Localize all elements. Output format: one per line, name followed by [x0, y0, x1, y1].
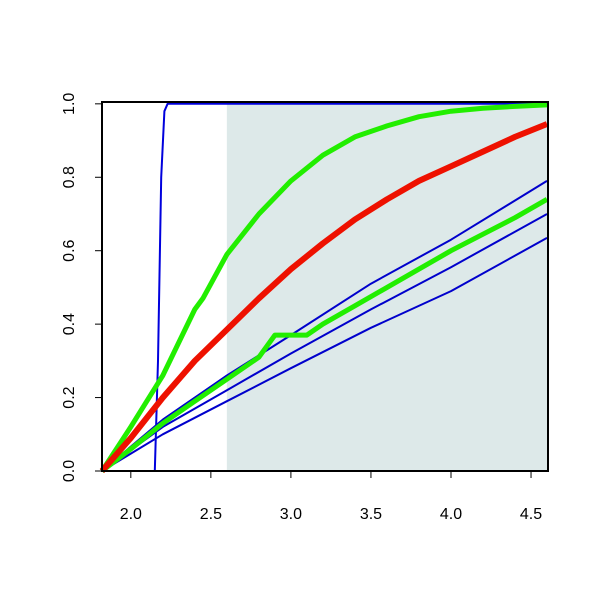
y-tick-label: 0.8: [61, 166, 78, 188]
x-tick-label: 3.0: [280, 506, 302, 523]
y-tick-label: 0.4: [61, 313, 78, 335]
x-tick-label: 4.0: [440, 506, 462, 523]
y-tick-label: 0.2: [61, 386, 78, 408]
line: [99, 121, 549, 473]
plot-frame: [101, 101, 549, 472]
y-tick-label: 0.0: [61, 460, 78, 482]
x-tick-label: 2.0: [120, 506, 142, 523]
line: [101, 213, 548, 472]
line: [99, 102, 548, 473]
line: [100, 197, 549, 473]
x-tick-label: 2.5: [200, 506, 222, 523]
x-tick-label: 4.5: [520, 506, 542, 523]
y-tick-label: 0.6: [61, 239, 78, 261]
line: [101, 237, 548, 472]
x-tick-label: 3.5: [360, 506, 382, 523]
y-tick-label: 1.0: [61, 93, 78, 115]
